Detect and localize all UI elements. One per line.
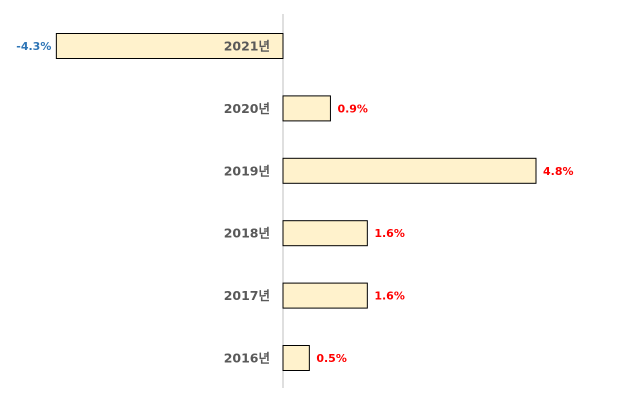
bar-5 [282, 345, 310, 371]
value-label-1: 0.9% [337, 102, 368, 115]
value-label-2: 4.8% [543, 165, 574, 178]
bar-1 [282, 95, 331, 122]
value-label-5: 0.5% [316, 352, 347, 365]
value-label-4: 1.6% [374, 290, 405, 303]
category-label-3: 2018년 [224, 226, 270, 241]
bar-2 [282, 157, 537, 184]
bar-3 [282, 220, 368, 247]
category-label-4: 2017년 [224, 288, 270, 303]
bar-0 [55, 33, 284, 59]
bar-4 [282, 282, 368, 309]
category-label-5: 2016년 [224, 351, 270, 366]
value-label-0: -4.3% [16, 40, 51, 53]
category-label-1: 2020년 [224, 101, 270, 116]
category-label-0: 2021년 [224, 39, 270, 54]
value-label-3: 1.6% [374, 227, 405, 240]
category-label-2: 2019년 [224, 163, 270, 178]
